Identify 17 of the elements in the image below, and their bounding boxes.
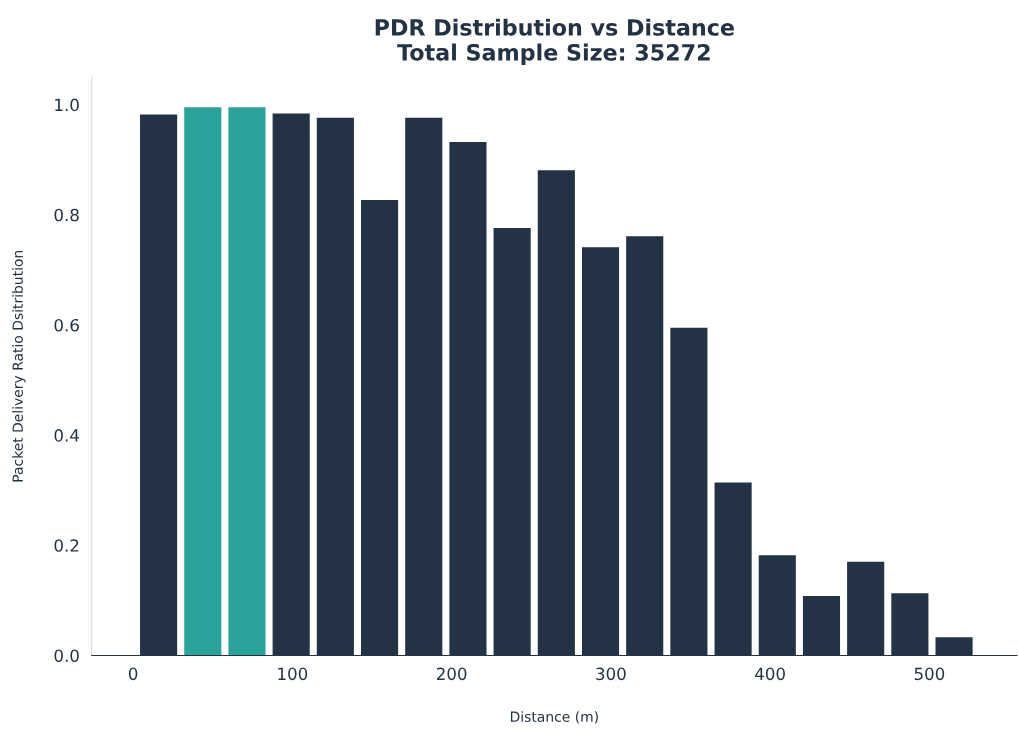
- x-tick-label: 0: [128, 667, 138, 681]
- x-tick-label: 500: [914, 667, 945, 681]
- x-tick-label: 200: [436, 667, 467, 681]
- y-tick-label: 0.4: [54, 429, 79, 442]
- y-tick-label: 0.8: [54, 208, 79, 222]
- x-tick-label: 400: [755, 667, 785, 681]
- bar: [228, 107, 266, 656]
- y-tick-label: 1.0: [55, 98, 79, 112]
- y-tick-label: 0.2: [54, 539, 79, 552]
- x-tick-label: 100: [278, 667, 308, 681]
- bar: [184, 107, 222, 656]
- x-axis-title: Distance (m): [510, 711, 598, 724]
- y-axis-title: Packet Delivery Ratio Dsitribution: [12, 250, 26, 482]
- y-tick-label: 0.0: [54, 649, 79, 663]
- chart-title: PDR Distribution vs Distance Total Sample Size: 35272: [375, 18, 734, 66]
- x-tick-label: 300: [596, 667, 626, 681]
- y-tick-label: 0.6: [54, 318, 79, 332]
